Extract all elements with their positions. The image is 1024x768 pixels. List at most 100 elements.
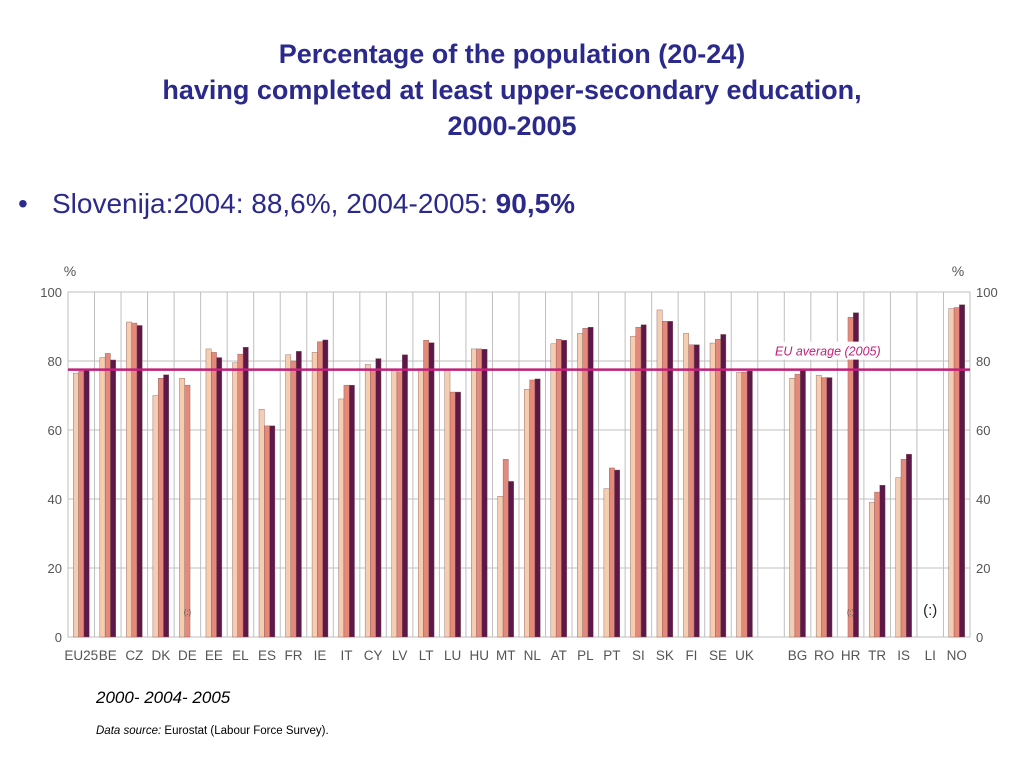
bar-pl-series-3 — [587, 326, 594, 638]
x-tick-label: NO — [947, 648, 967, 663]
bar-sk-series-3 — [667, 321, 674, 638]
bar-ie-series-3 — [322, 339, 329, 638]
bar-lv-series-3 — [402, 354, 408, 638]
bar-dk-series-1 — [152, 395, 159, 638]
bar-lt-series-1 — [417, 368, 424, 638]
bar-hr-series-2 — [847, 316, 854, 638]
bar-no-series-2 — [953, 307, 960, 638]
bar-pl-series-1 — [577, 333, 583, 638]
x-tick-label: PT — [603, 648, 620, 663]
title-line-1: Percentage of the population (20-24) — [278, 39, 746, 69]
x-tick-label: ES — [258, 648, 276, 663]
bar-nl-series-3 — [534, 378, 541, 638]
bar-se-series-1 — [709, 342, 716, 638]
bar-lv-series-2 — [396, 371, 403, 638]
bar-bg-series-2 — [794, 373, 801, 638]
missing-data-note: (:) — [923, 602, 937, 619]
bar-el-series-1 — [232, 362, 238, 638]
bar-fi-series-2 — [688, 344, 695, 638]
missing-data-note: (:) — [847, 608, 855, 617]
bar-hu-series-2 — [476, 348, 483, 638]
bar-uk-series-1 — [736, 372, 743, 638]
bar-es-series-2 — [264, 425, 270, 638]
bar-hu-series-3 — [481, 349, 488, 638]
x-tick-label: SI — [632, 648, 645, 663]
bar-fr-series-1 — [285, 354, 292, 638]
data-source-text: Eurostat (Labour Force Survey). — [161, 725, 329, 737]
x-tick-label: EL — [232, 648, 249, 663]
bar-mt-series-3 — [508, 481, 514, 638]
bar-fi-series-1 — [683, 333, 689, 638]
bar-chart: 0 0 20 20 40 40 60 60 80 80 100 100% % EU25 BE CZ DK DE EE… — [40, 263, 998, 663]
y-tick-label-right: 40 — [976, 492, 990, 507]
x-tick-label: LV — [392, 648, 408, 663]
bar-tr-series-2 — [874, 491, 881, 638]
x-tick-label: RO — [814, 648, 834, 663]
y-tick-label-left: 40 — [48, 492, 62, 507]
bar-nl-series-1 — [524, 389, 530, 638]
bar-es-series-3 — [269, 425, 276, 638]
bar-it-series-1 — [338, 398, 345, 638]
eu-average-label-bg — [771, 341, 890, 360]
bar-se-series-2 — [715, 339, 721, 638]
x-tick-label: NL — [524, 648, 542, 663]
bar-is-series-2 — [900, 459, 907, 638]
x-tick-label: UK — [735, 648, 754, 663]
bar-at-series-1 — [550, 343, 557, 638]
x-tick-label: TR — [868, 648, 886, 663]
bar-hr-series-3 — [853, 312, 859, 638]
bar-ee-series-1 — [205, 348, 212, 638]
bar-is-series-1 — [895, 477, 902, 638]
x-tick-label: CZ — [125, 648, 143, 663]
bar-pt-series-3 — [614, 469, 621, 638]
bar-cy-series-3 — [375, 358, 382, 638]
y-tick-label-right: 100 — [976, 285, 998, 300]
bar-cz-series-3 — [136, 325, 143, 638]
bar-dk-series-2 — [157, 378, 164, 638]
x-tick-label: BE — [99, 648, 117, 663]
bar-ro-series-2 — [821, 377, 827, 638]
y-tick-label-right: 20 — [976, 561, 990, 576]
bar-is-series-3 — [906, 453, 912, 638]
data-source: Data source: Eurostat (Labour Force Surv… — [96, 725, 329, 737]
x-tick-label: IT — [341, 648, 353, 663]
bullet-bold-value: 90,5% — [495, 188, 576, 219]
bar-ro-series-3 — [826, 377, 833, 638]
x-tick-label: BG — [788, 648, 808, 663]
x-tick-label: DE — [178, 648, 197, 663]
y-tick-label-left: 0 — [55, 630, 62, 645]
x-tick-label: IS — [897, 648, 910, 663]
bar-mt-series-2 — [502, 459, 509, 638]
y-unit-left: % — [64, 263, 76, 279]
bar-dk-series-3 — [163, 374, 170, 638]
x-tick-label: AT — [551, 648, 567, 663]
bullet-text: Slovenija:2004: 88,6%, 2004-2005: — [52, 188, 496, 219]
bar-uk-series-2 — [741, 371, 748, 638]
bar-eu25-series-2 — [78, 371, 85, 638]
bar-lu-series-3 — [455, 391, 461, 638]
x-tick-label: IE — [314, 648, 327, 663]
bar-tr-series-1 — [868, 502, 875, 638]
x-tick-label: MT — [496, 648, 516, 663]
chart-title: Percentage of the population (20-24) hav… — [0, 36, 1024, 144]
title-line-3: 2000-2005 — [447, 111, 577, 141]
title-line-2: having completed at least upper-secondar… — [162, 75, 862, 105]
bar-ro-series-1 — [815, 374, 822, 638]
x-tick-label: SK — [656, 648, 674, 663]
bar-tr-series-3 — [879, 484, 886, 638]
bar-be-series-3 — [110, 359, 116, 638]
bar-fr-series-3 — [295, 351, 302, 638]
y-tick-label-right: 60 — [976, 423, 990, 438]
x-tick-label: FI — [685, 648, 697, 663]
bar-si-series-1 — [630, 335, 636, 638]
missing-data-note: (:) — [184, 608, 192, 617]
x-tick-label: HU — [469, 648, 489, 663]
bar-cy-series-1 — [364, 364, 371, 638]
bar-it-series-2 — [343, 384, 350, 638]
bar-el-series-2 — [237, 353, 244, 638]
bar-lv-series-1 — [391, 369, 398, 638]
x-tick-label: HR — [841, 648, 861, 663]
bar-nl-series-2 — [529, 379, 536, 638]
bar-lu-series-2 — [449, 391, 456, 638]
x-tick-label: LU — [444, 648, 461, 663]
